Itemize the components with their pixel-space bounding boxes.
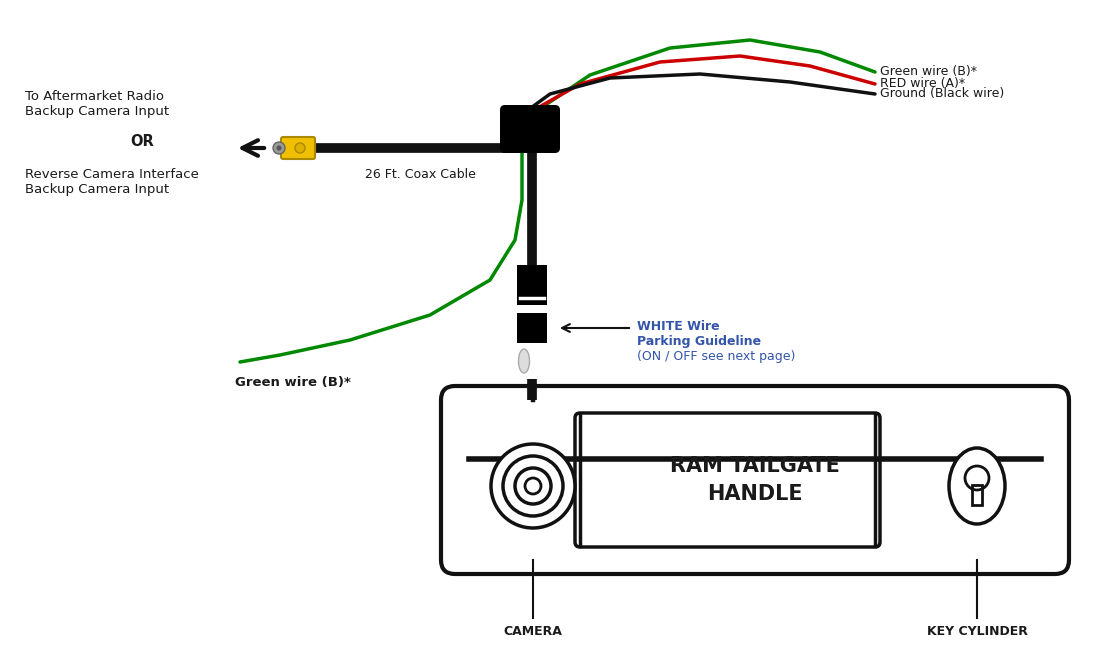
Bar bbox=[972, 485, 982, 505]
FancyBboxPatch shape bbox=[441, 386, 1069, 574]
Circle shape bbox=[294, 143, 306, 153]
FancyBboxPatch shape bbox=[500, 105, 560, 153]
Text: Parking Guideline: Parking Guideline bbox=[637, 335, 762, 348]
Ellipse shape bbox=[518, 349, 529, 373]
Text: RAM TAILGATE
HANDLE: RAM TAILGATE HANDLE bbox=[670, 456, 840, 504]
Circle shape bbox=[277, 145, 281, 151]
Text: CAMERA: CAMERA bbox=[504, 625, 562, 638]
Text: Reverse Camera Interface
Backup Camera Input: Reverse Camera Interface Backup Camera I… bbox=[25, 168, 199, 196]
Text: Ground (Black wire): Ground (Black wire) bbox=[880, 87, 1004, 100]
FancyBboxPatch shape bbox=[575, 413, 880, 547]
Text: 26 Ft. Coax Cable: 26 Ft. Coax Cable bbox=[364, 168, 475, 181]
Circle shape bbox=[525, 478, 541, 494]
Text: RED wire (A)*: RED wire (A)* bbox=[880, 78, 965, 91]
Text: Green wire (B)*: Green wire (B)* bbox=[235, 376, 351, 389]
Circle shape bbox=[515, 468, 551, 504]
Bar bbox=[517, 265, 547, 305]
Circle shape bbox=[503, 456, 563, 516]
Text: WHITE Wire: WHITE Wire bbox=[637, 320, 720, 333]
Text: OR: OR bbox=[130, 134, 154, 149]
Text: KEY CYLINDER: KEY CYLINDER bbox=[927, 625, 1027, 638]
Bar bbox=[517, 313, 547, 343]
Circle shape bbox=[492, 444, 575, 528]
Text: To Aftermarket Radio
Backup Camera Input: To Aftermarket Radio Backup Camera Input bbox=[25, 90, 169, 118]
FancyBboxPatch shape bbox=[281, 137, 315, 159]
Ellipse shape bbox=[949, 448, 1005, 524]
Circle shape bbox=[273, 142, 284, 154]
Text: (ON / OFF see next page): (ON / OFF see next page) bbox=[637, 350, 795, 363]
Text: Green wire (B)*: Green wire (B)* bbox=[880, 65, 977, 78]
